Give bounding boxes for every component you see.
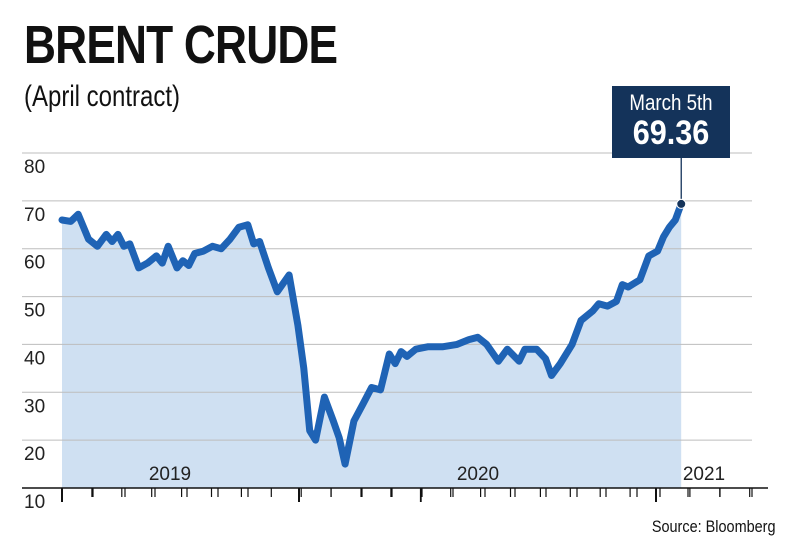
y-tick-label-60: 60	[24, 253, 45, 274]
latest-value-callout: March 5th 69.36	[612, 86, 730, 158]
chart-subtitle: (April contract)	[24, 80, 181, 113]
x-tick-label-2021: 2021	[683, 464, 725, 485]
x-tick-label-2019: 2019	[149, 464, 191, 485]
area-fill	[62, 203, 682, 488]
y-tick-label-70: 70	[24, 205, 45, 226]
y-tick-label-20: 20	[24, 444, 45, 465]
y-tick-label-40: 40	[24, 348, 45, 369]
latest-point	[676, 198, 687, 209]
x-tick-label-2020: 2020	[457, 464, 499, 485]
y-tick-label-80: 80	[24, 157, 45, 178]
callout-date: March 5th	[629, 90, 713, 115]
price-line	[58, 200, 685, 468]
callout-value: 69.36	[632, 114, 710, 153]
y-tick-label-30: 30	[24, 396, 45, 417]
y-tick-label-10: 10	[24, 492, 45, 513]
y-tick-label-50: 50	[24, 301, 45, 322]
chart-title: BRENT CRUDE	[24, 15, 338, 75]
source-note: Source: Bloomberg	[652, 517, 776, 536]
